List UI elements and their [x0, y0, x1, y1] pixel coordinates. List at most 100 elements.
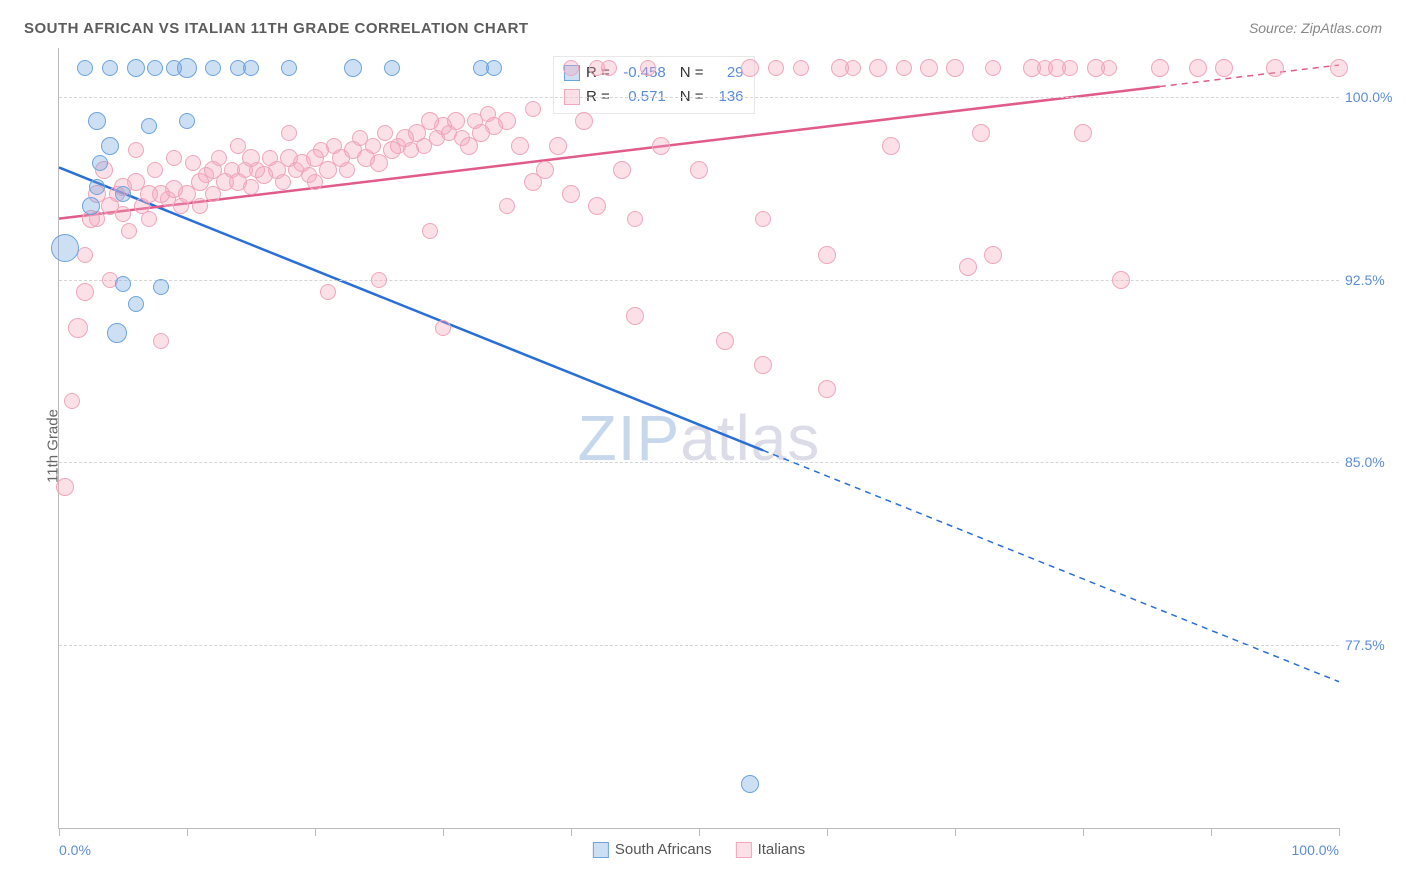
- legend-swatch: [736, 842, 752, 858]
- italians-point: [1215, 59, 1233, 77]
- italians-point: [1330, 59, 1348, 77]
- italians-point: [626, 307, 644, 325]
- y-tick-label: 100.0%: [1345, 89, 1397, 105]
- regression-line-dashed: [763, 450, 1339, 681]
- italians-point: [185, 155, 201, 171]
- x-tick: [827, 828, 828, 836]
- italians-point: [1074, 124, 1092, 142]
- italians-point: [115, 206, 131, 222]
- italians-point: [76, 283, 94, 301]
- legend-item-italians: Italians: [736, 841, 806, 858]
- south-africans-point: [77, 60, 93, 76]
- italians-point: [1062, 60, 1078, 76]
- italians-point: [536, 161, 554, 179]
- italians-point: [320, 284, 336, 300]
- south-africans-point: [82, 197, 100, 215]
- south-africans-point: [127, 59, 145, 77]
- italians-point: [562, 185, 580, 203]
- italians-point: [563, 60, 579, 76]
- y-tick-label: 77.5%: [1345, 637, 1397, 653]
- italians-point: [1266, 59, 1284, 77]
- south-africans-point: [101, 137, 119, 155]
- legend-swatch: [593, 842, 609, 858]
- italians-point: [984, 246, 1002, 264]
- italians-point: [985, 60, 1001, 76]
- italians-point: [281, 125, 297, 141]
- south-africans-point: [741, 775, 759, 793]
- gridline-h: [59, 280, 1339, 281]
- south-africans-point: [153, 279, 169, 295]
- italians-point: [575, 112, 593, 130]
- italians-point: [377, 125, 393, 141]
- south-africans-point: [88, 112, 106, 130]
- y-tick-label: 92.5%: [1345, 272, 1397, 288]
- italians-point: [64, 393, 80, 409]
- south-africans-point: [89, 179, 105, 195]
- x-tick: [1339, 828, 1340, 836]
- italians-point: [243, 179, 259, 195]
- south-africans-point: [115, 186, 131, 202]
- south-africans-point: [107, 323, 127, 343]
- gridline-h: [59, 97, 1339, 98]
- x-tick-label: 0.0%: [59, 842, 91, 858]
- south-africans-point: [115, 276, 131, 292]
- italians-point: [205, 186, 221, 202]
- italians-point: [754, 356, 772, 374]
- plot-area: ZIPatlas R =-0.458N =29R =0.571N =136 So…: [58, 48, 1339, 829]
- legend-label: Italians: [758, 841, 806, 858]
- italians-point: [365, 138, 381, 154]
- italians-point: [946, 59, 964, 77]
- italians-point: [588, 197, 606, 215]
- south-africans-point: [147, 60, 163, 76]
- italians-point: [192, 198, 208, 214]
- italians-point: [1112, 271, 1130, 289]
- south-africans-point: [102, 60, 118, 76]
- stat-n-value: 29: [710, 61, 744, 85]
- x-tick: [1211, 828, 1212, 836]
- y-tick-label: 85.0%: [1345, 454, 1397, 470]
- italians-point: [741, 59, 759, 77]
- italians-point: [511, 137, 529, 155]
- south-africans-point: [344, 59, 362, 77]
- italians-point: [959, 258, 977, 276]
- south-africans-point: [141, 118, 157, 134]
- chart-title: SOUTH AFRICAN VS ITALIAN 11TH GRADE CORR…: [24, 20, 529, 37]
- x-tick: [699, 828, 700, 836]
- italians-point: [166, 150, 182, 166]
- italians-point: [882, 137, 900, 155]
- x-tick: [443, 828, 444, 836]
- italians-point: [640, 60, 656, 76]
- italians-point: [1189, 59, 1207, 77]
- italians-point: [896, 60, 912, 76]
- italians-point: [1101, 60, 1117, 76]
- regression-line-solid: [59, 167, 763, 450]
- stat-n-label: N =: [680, 61, 704, 85]
- italians-point: [652, 137, 670, 155]
- italians-point: [869, 59, 887, 77]
- italians-point: [56, 478, 74, 496]
- italians-point: [690, 161, 708, 179]
- italians-point: [755, 211, 771, 227]
- italians-point: [141, 211, 157, 227]
- italians-point: [845, 60, 861, 76]
- italians-point: [1151, 59, 1169, 77]
- x-tick: [571, 828, 572, 836]
- italians-point: [121, 223, 137, 239]
- source-attribution: Source: ZipAtlas.com: [1249, 20, 1382, 36]
- south-africans-point: [205, 60, 221, 76]
- italians-point: [613, 161, 631, 179]
- legend-item-south-africans: South Africans: [593, 841, 712, 858]
- italians-point: [601, 60, 617, 76]
- italians-point: [549, 137, 567, 155]
- italians-point: [339, 162, 355, 178]
- x-tick: [315, 828, 316, 836]
- italians-point: [371, 272, 387, 288]
- x-tick: [59, 828, 60, 836]
- south-africans-point: [179, 113, 195, 129]
- italians-point: [447, 112, 465, 130]
- legend-label: South Africans: [615, 841, 712, 858]
- legend: South Africans Italians: [593, 841, 805, 858]
- x-tick: [187, 828, 188, 836]
- italians-point: [793, 60, 809, 76]
- gridline-h: [59, 645, 1339, 646]
